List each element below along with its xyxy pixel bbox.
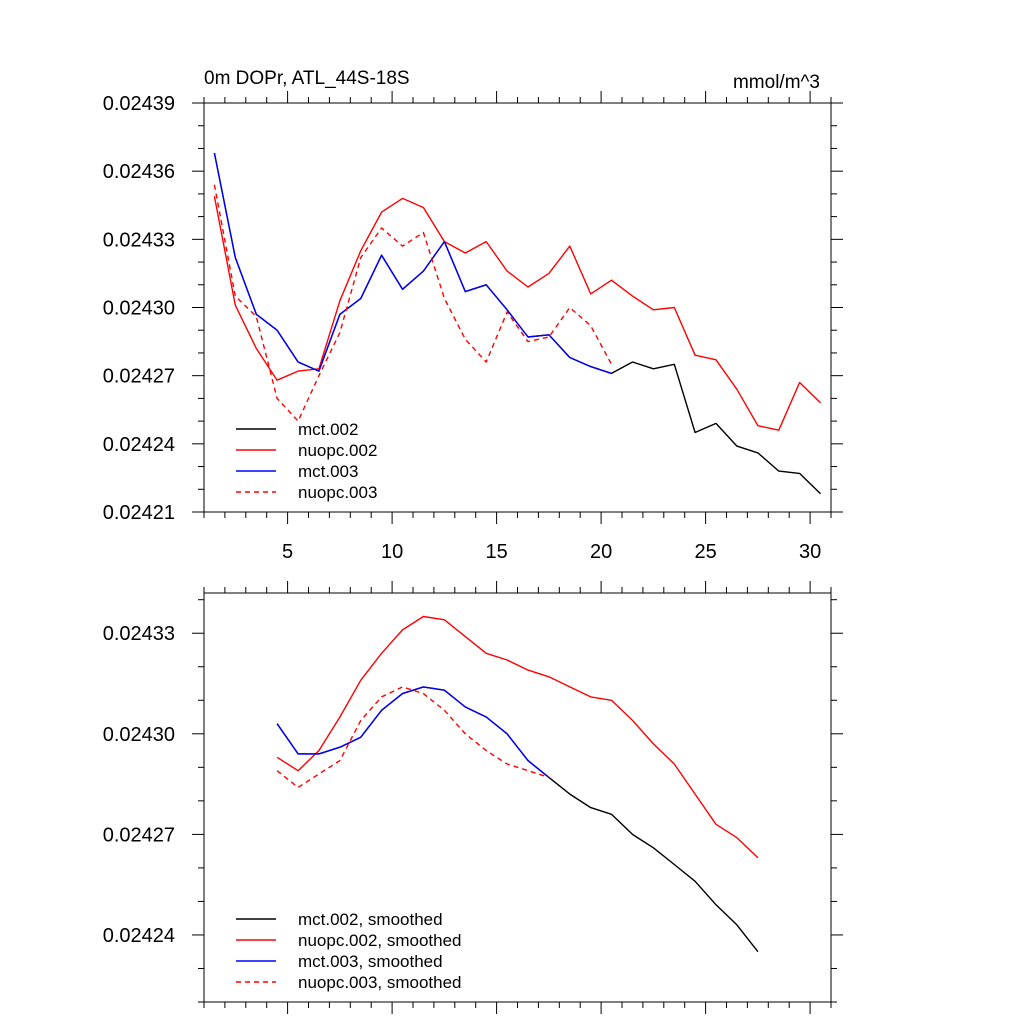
y-tick-label: 0.02433 bbox=[103, 229, 175, 251]
x-tick-label: 5 bbox=[282, 541, 293, 563]
y-tick-label: 0.02439 bbox=[103, 93, 175, 115]
series-layer bbox=[213, 152, 821, 495]
y-tick-label: 0.02430 bbox=[103, 298, 175, 320]
y-tick-label: 0.02424 bbox=[103, 925, 175, 947]
series-line-nuopc-003-smoothed bbox=[276, 686, 550, 789]
y-tick-labels: 0.02424 0.02427 0.02430 0.02433 bbox=[103, 623, 175, 947]
legend-label-nuopc-003-smoothed: nuopc.003, smoothed bbox=[298, 973, 462, 992]
y-tick-label: 0.02427 bbox=[103, 824, 175, 846]
legend-label-nuopc-002: nuopc.002 bbox=[298, 441, 377, 460]
y-tick-label: 0.02424 bbox=[103, 434, 175, 456]
x-tick-label: 10 bbox=[381, 541, 403, 563]
x-tick-labels: 5 10 15 20 25 30 bbox=[282, 541, 821, 563]
legend-label-mct-003-smoothed: mct.003, smoothed bbox=[298, 952, 443, 971]
y-tick-label: 0.02427 bbox=[103, 366, 175, 388]
series-line-nuopc-003 bbox=[213, 184, 613, 422]
series-layer bbox=[276, 615, 759, 953]
y-tick-label: 0.02430 bbox=[103, 724, 175, 746]
series-line-nuopc-002-smoothed bbox=[276, 615, 759, 859]
legend: mct.002, smoothed nuopc.002, smoothed mct.… bbox=[236, 910, 462, 992]
axis-ticks bbox=[192, 91, 843, 524]
legend-label-nuopc-003: nuopc.003 bbox=[298, 483, 377, 502]
y-tick-label: 0.02433 bbox=[103, 623, 175, 645]
y-tick-label: 0.02436 bbox=[103, 161, 175, 183]
series-line-mct-003-smoothed bbox=[276, 686, 550, 778]
y-tick-labels: 0.02421 0.02424 0.02427 0.02430 0.02433 0.024… bbox=[103, 93, 175, 524]
series-line-mct-003 bbox=[213, 152, 612, 375]
legend-label-nuopc-002-smoothed: nuopc.002, smoothed bbox=[298, 931, 462, 950]
legend-label-mct-002: mct.002 bbox=[298, 420, 358, 439]
axis-ticks bbox=[192, 581, 843, 1014]
units-label: mmol/m^3 bbox=[733, 72, 820, 93]
legend-label-mct-003: mct.003 bbox=[298, 462, 358, 481]
legend: mct.002 nuopc.002 mct.003 nuopc.003 bbox=[236, 420, 377, 502]
top-chart-panel: 0m DOPr, ATL_44S-18S mmol/m^3 0.024210.0… bbox=[103, 68, 843, 563]
x-tick-label: 30 bbox=[799, 541, 821, 563]
bottom-chart-panel: 0.02424 0.02427 0.02430 0.02433 mct.002, sm… bbox=[103, 581, 843, 1014]
y-tick-label: 0.02421 bbox=[103, 502, 175, 524]
x-tick-label: 20 bbox=[590, 541, 612, 563]
legend-label-mct-002-smoothed: mct.002, smoothed bbox=[298, 910, 443, 929]
series-line-nuopc-002 bbox=[213, 196, 821, 431]
chart-title: 0m DOPr, ATL_44S-18S bbox=[204, 68, 410, 89]
x-tick-label: 15 bbox=[485, 541, 507, 563]
x-tick-label: 25 bbox=[694, 541, 716, 563]
